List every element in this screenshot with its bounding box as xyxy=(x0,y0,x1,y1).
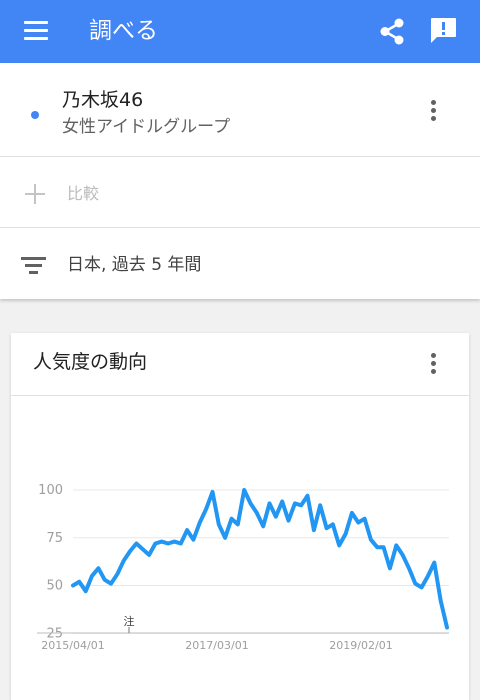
search-term-type: 女性アイドルグループ xyxy=(62,117,231,137)
x-tick-label: 2017/03/01 xyxy=(185,639,248,652)
term-more-icon[interactable] xyxy=(423,98,443,124)
app-bar: 調べる xyxy=(0,0,480,63)
feedback-icon[interactable] xyxy=(428,16,458,46)
divider xyxy=(0,227,480,228)
divider xyxy=(11,395,469,396)
add-icon[interactable] xyxy=(24,183,46,205)
series-line xyxy=(71,488,449,630)
x-tick-label: 2015/04/01 xyxy=(41,639,104,652)
term-color-dot xyxy=(31,111,39,119)
menu-icon[interactable] xyxy=(24,19,50,43)
share-icon[interactable] xyxy=(378,17,408,47)
y-tick-label: 25 xyxy=(46,626,63,641)
filter-icon[interactable] xyxy=(21,254,47,276)
search-term-name[interactable]: 乃木坂46 xyxy=(62,89,144,111)
search-card xyxy=(0,63,480,299)
card-more-icon[interactable] xyxy=(423,351,443,377)
y-tick-label: 75 xyxy=(46,531,63,546)
y-tick-label: 100 xyxy=(38,483,63,498)
page-title: 調べる xyxy=(89,18,158,44)
interest-card-title: 人気度の動向 xyxy=(33,351,148,373)
divider xyxy=(0,156,480,157)
compare-button[interactable]: 比較 xyxy=(67,184,100,203)
note-label: 注 xyxy=(124,614,135,628)
x-tick-label: 2019/02/01 xyxy=(329,639,392,652)
filter-summary[interactable]: 日本, 過去 5 年間 xyxy=(67,255,202,275)
y-tick-label: 50 xyxy=(46,579,63,594)
